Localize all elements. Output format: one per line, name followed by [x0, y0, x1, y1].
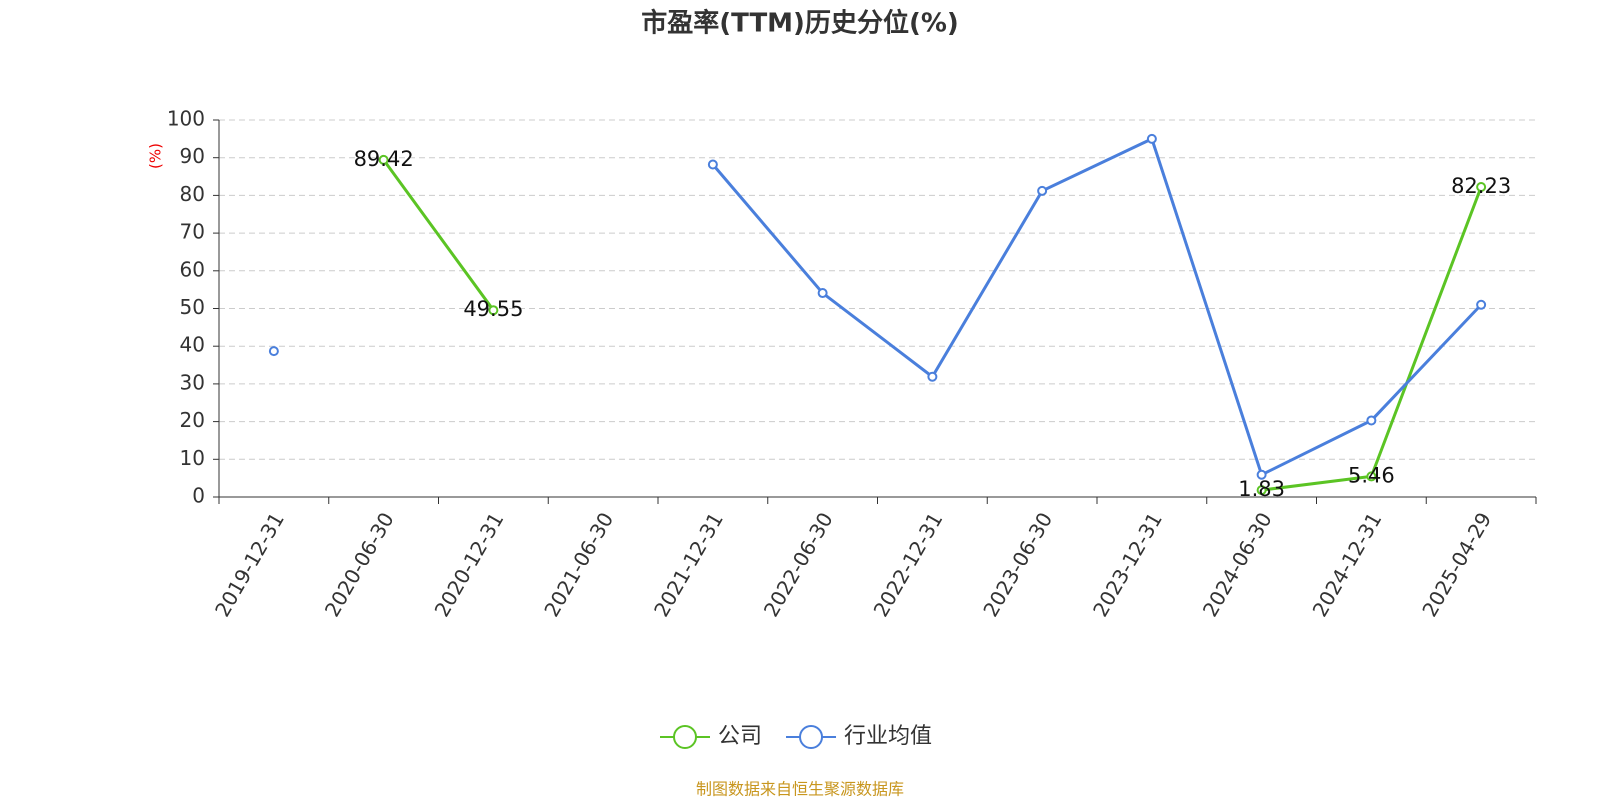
point — [378, 154, 389, 165]
y-tick-label: 90 — [180, 144, 205, 168]
point — [1366, 415, 1377, 426]
data-label: 82.23 — [1451, 174, 1511, 198]
point — [1037, 185, 1048, 196]
y-tick-label: 50 — [180, 295, 205, 319]
data-label: 1.83 — [1238, 477, 1285, 501]
x-tick-label: 2020-12-31 — [430, 508, 509, 621]
x-tick-label: 2024-12-31 — [1308, 508, 1387, 621]
x-tick-label: 2021-12-31 — [649, 508, 728, 621]
point — [1476, 299, 1487, 310]
point — [707, 159, 718, 170]
point — [1256, 485, 1267, 496]
point — [1366, 471, 1377, 482]
x-tick-label: 2025-04-29 — [1417, 508, 1496, 621]
y-tick-label: 70 — [180, 220, 205, 244]
point — [268, 346, 279, 357]
chart-title: 市盈率(TTM)历史分位(%) — [641, 8, 959, 39]
x-tick-label: 2023-12-31 — [1088, 508, 1167, 621]
data-label: 5.46 — [1348, 463, 1395, 487]
x-tick-label: 2022-06-30 — [759, 508, 838, 621]
y-tick-label: 10 — [180, 446, 205, 470]
y-tick-label: 20 — [180, 408, 205, 432]
legend-marker — [799, 725, 824, 749]
point — [817, 288, 828, 299]
data-label: 49.55 — [463, 297, 523, 321]
y-tick-label: 80 — [180, 182, 205, 206]
legend-label: 行业均值 — [844, 724, 932, 749]
data-label: 89.42 — [354, 147, 414, 171]
y-tick-label: 30 — [180, 370, 205, 394]
y-tick-label: 0 — [192, 484, 205, 508]
point — [927, 371, 938, 382]
y-axis-label: (%) — [147, 143, 165, 169]
x-tick-label: 2024-06-30 — [1198, 508, 1277, 621]
y-tick-label: 40 — [180, 333, 205, 357]
legend-label: 公司 — [718, 724, 762, 749]
point — [1476, 181, 1487, 192]
point — [1256, 469, 1267, 480]
x-tick-label: 2021-06-30 — [539, 508, 618, 621]
y-tick-label: 60 — [180, 257, 205, 281]
point — [1146, 133, 1157, 144]
y-tick-label: 100 — [167, 107, 205, 131]
legend-marker — [673, 725, 697, 749]
series-line — [711, 136, 1483, 477]
point — [488, 305, 499, 316]
x-tick-label: 2020-06-30 — [320, 508, 399, 621]
x-tick-label: 2019-12-31 — [210, 508, 289, 621]
series-line — [382, 159, 1483, 492]
x-tick-label: 2023-06-30 — [978, 508, 1057, 621]
source-note: 制图数据来自恒生聚源数据库 — [696, 780, 904, 799]
x-tick-label: 2022-12-31 — [869, 508, 948, 621]
